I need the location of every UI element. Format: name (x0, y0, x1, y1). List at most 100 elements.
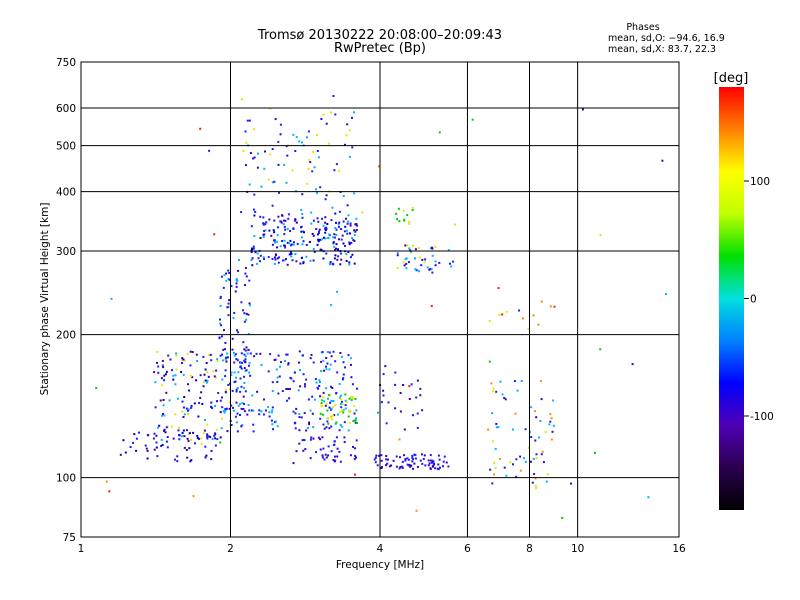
data-point (323, 400, 326, 403)
data-point (339, 460, 342, 463)
data-point (262, 256, 265, 259)
data-point (318, 231, 320, 234)
data-point (316, 134, 318, 136)
data-point (178, 438, 181, 441)
data-point (350, 363, 352, 366)
data-point (345, 217, 347, 220)
data-point (494, 447, 497, 450)
data-point (163, 379, 166, 382)
data-point (409, 249, 412, 252)
data-point (226, 352, 229, 355)
data-point (247, 348, 250, 351)
grid-lines (81, 62, 679, 537)
data-point (329, 415, 332, 418)
data-point (338, 429, 341, 432)
data-point (344, 393, 347, 396)
data-point (314, 378, 317, 381)
data-point (294, 421, 297, 424)
data-point (313, 398, 316, 401)
data-point (406, 244, 409, 247)
data-point (256, 252, 259, 255)
data-point (162, 413, 164, 415)
data-point (498, 457, 501, 460)
data-point (220, 275, 223, 278)
data-point (224, 390, 227, 393)
data-point (165, 391, 168, 394)
data-point (292, 241, 295, 244)
data-point (285, 258, 287, 261)
data-point (219, 411, 222, 414)
data-point (271, 406, 274, 409)
data-point (325, 365, 327, 368)
data-point (271, 381, 274, 384)
data-point (174, 413, 177, 416)
data-point (403, 264, 406, 267)
data-point (243, 403, 246, 405)
data-point (248, 371, 251, 374)
data-point (561, 516, 564, 519)
data-point (159, 399, 162, 402)
data-point (331, 387, 334, 389)
data-point (333, 233, 336, 236)
data-point (256, 390, 259, 393)
data-point (242, 150, 245, 152)
data-point (351, 253, 354, 256)
data-point (501, 393, 504, 396)
data-point (333, 236, 336, 239)
data-point (191, 376, 194, 379)
data-point (348, 243, 351, 246)
data-point (298, 442, 301, 445)
data-point (307, 427, 309, 429)
data-point (328, 233, 331, 236)
data-point (354, 473, 356, 476)
data-point (497, 287, 500, 290)
data-point (437, 463, 440, 466)
data-point (541, 450, 544, 453)
data-point (546, 473, 549, 476)
data-point (430, 268, 433, 271)
data-point (411, 209, 414, 212)
data-point (210, 450, 213, 452)
data-point (323, 458, 326, 461)
scatter-points (95, 95, 667, 519)
data-point (186, 456, 189, 459)
data-point (421, 453, 423, 456)
data-point (245, 267, 247, 269)
y-tick-label: 750 (56, 57, 76, 69)
data-point (336, 290, 339, 293)
data-point (239, 403, 242, 406)
data-point (313, 166, 316, 169)
data-point (302, 240, 305, 243)
data-point (332, 400, 335, 402)
data-point (299, 369, 301, 371)
data-point (221, 396, 223, 399)
data-point (308, 241, 311, 243)
data-point (387, 401, 390, 404)
data-point (252, 128, 255, 131)
data-point (317, 156, 320, 159)
data-point (182, 406, 185, 409)
data-point (531, 481, 534, 484)
data-point (380, 454, 383, 457)
data-point (300, 230, 303, 233)
data-point (309, 161, 312, 164)
data-point (181, 431, 184, 434)
data-point (326, 420, 329, 423)
data-point (342, 220, 345, 223)
data-point (399, 456, 401, 459)
data-point (208, 149, 211, 152)
data-point (394, 371, 397, 374)
data-point (436, 467, 439, 470)
data-point (338, 221, 341, 224)
data-point (380, 401, 383, 404)
data-point (146, 457, 149, 460)
data-point (395, 465, 398, 468)
data-point (188, 389, 191, 392)
data-point (190, 404, 193, 407)
data-point (299, 385, 302, 388)
data-point (160, 377, 163, 380)
data-point (442, 460, 445, 463)
data-point (519, 455, 522, 458)
data-point (336, 371, 339, 374)
data-point (402, 261, 405, 264)
